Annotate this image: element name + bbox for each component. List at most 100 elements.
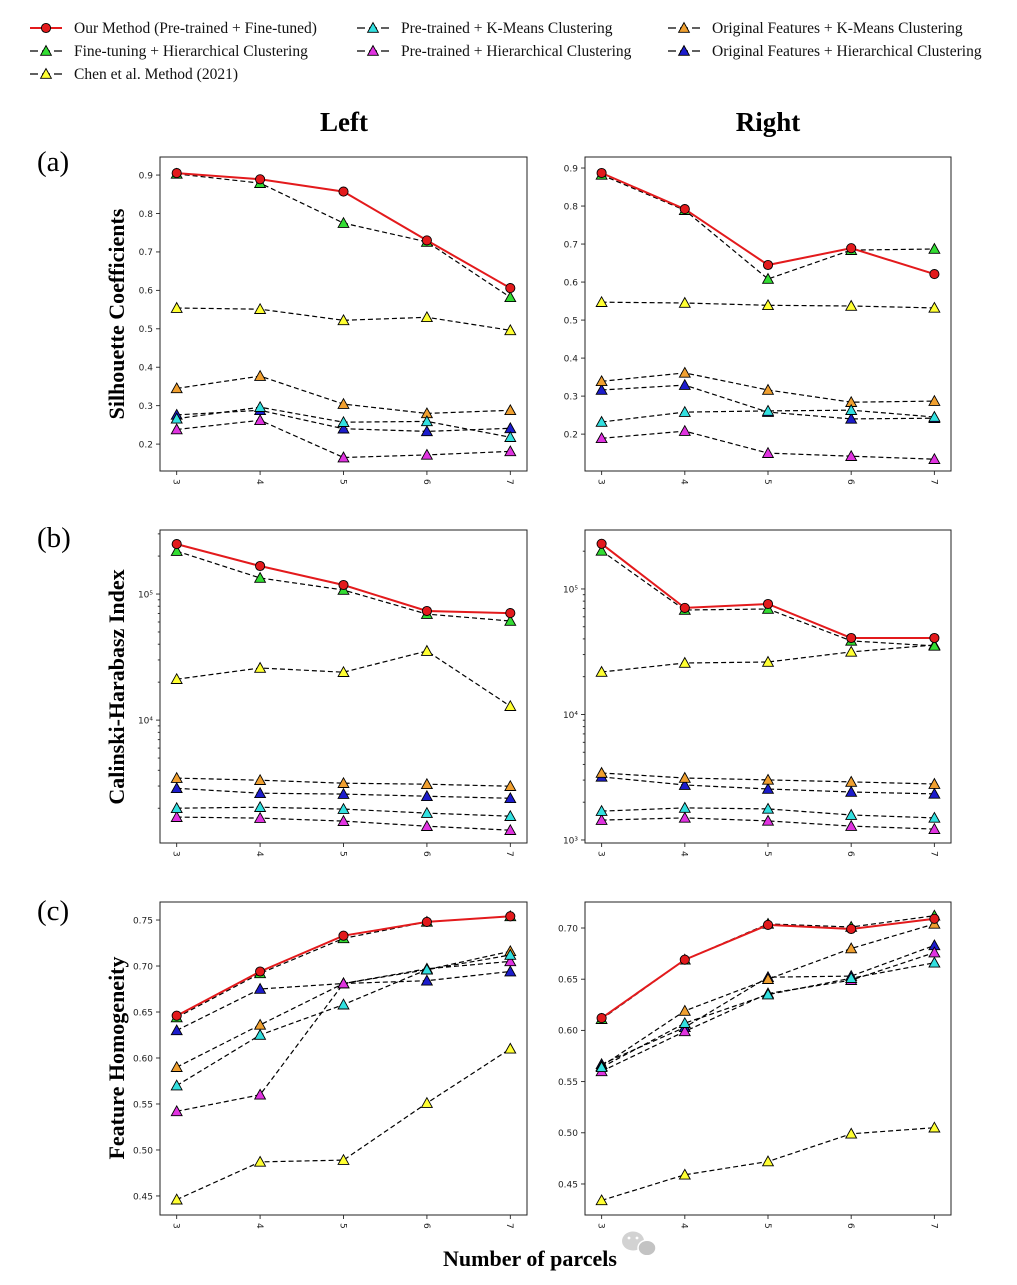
legend-label: Original Features + K-Means Clustering	[712, 20, 963, 37]
point-our-method-pre-trained-fine-tuned-x4	[255, 966, 266, 977]
legend-label: Pre-trained + K-Means Clustering	[401, 20, 613, 37]
legend-item-fine-tuning-hierarchical-clustering: Fine-tuning + Hierarchical Clustering	[30, 43, 308, 60]
point-pre-trained-hierarchical-clustering-x7	[504, 955, 517, 967]
point-pre-trained-hierarchical-clustering-x7	[928, 822, 941, 834]
point-pre-trained-k-means-clustering-x5	[761, 988, 775, 1000]
point-chen-et-al-method-2021-x5	[337, 313, 350, 326]
point-original-features-k-means-clustering-x4	[253, 369, 267, 381]
series-original-features-hierarchical-clustering	[595, 770, 941, 799]
x-tick-label: 3	[171, 479, 181, 485]
point-original-features-hierarchical-clustering-x6	[420, 425, 434, 437]
y-tick-label: 0.75	[133, 916, 153, 926]
legend-marker-circle	[40, 22, 52, 34]
point-our-method-pre-trained-fine-tuned-x6	[846, 243, 857, 254]
x-tick-label: 4	[679, 1223, 689, 1229]
point-chen-et-al-method-2021-x7	[504, 323, 517, 336]
point-original-features-k-means-clustering-x5	[337, 397, 350, 409]
point-original-features-k-means-clustering-x5	[761, 972, 775, 984]
point-our-method-pre-trained-fine-tuned-x5	[338, 579, 349, 591]
point-pre-trained-k-means-clustering-x7	[504, 809, 517, 821]
point-fine-tuning-hierarchical-clustering-x7	[504, 290, 517, 303]
point-original-features-hierarchical-clustering-x3	[595, 383, 608, 395]
point-original-features-hierarchical-clustering-x6	[420, 789, 434, 802]
point-our-method-pre-trained-fine-tuned-x7	[505, 608, 516, 619]
point-our-method-pre-trained-fine-tuned-x6	[421, 605, 432, 617]
point-original-features-k-means-clustering-x3	[595, 766, 608, 778]
point-our-method-pre-trained-fine-tuned-x5	[762, 259, 774, 271]
y-tick-label: 0.65	[133, 1008, 153, 1018]
y-tick-label: 0.8	[564, 202, 579, 212]
x-tick-label: 3	[595, 1223, 605, 1229]
point-original-features-k-means-clustering-x7	[504, 779, 517, 791]
y-tick-label: 0.9	[139, 171, 154, 181]
point-pre-trained-k-means-clustering-x6	[845, 403, 858, 415]
point-chen-et-al-method-2021-x6	[845, 645, 858, 657]
plots-area: Our Method (Pre-trained + Fine-tuned) Fin…	[30, 20, 982, 1229]
x-tick-label: 3	[595, 479, 605, 485]
legend-item-pre-trained-hierarchical-clustering: Pre-trained + Hierarchical Clustering	[357, 43, 632, 60]
point-pre-trained-k-means-clustering-x5	[337, 802, 350, 814]
point-pre-trained-k-means-clustering-x4	[678, 801, 691, 813]
point-pre-trained-hierarchical-clustering-x4	[678, 811, 691, 823]
point-original-features-hierarchical-clustering-x5	[337, 422, 350, 434]
legend-marker-triangle	[677, 21, 691, 33]
point-pre-trained-hierarchical-clustering-x5	[337, 814, 350, 826]
y-tick-label: 0.4	[139, 364, 154, 374]
point-our-method-pre-trained-fine-tuned-x3	[171, 539, 182, 550]
point-chen-et-al-method-2021-x6	[420, 644, 434, 656]
point-fine-tuning-hierarchical-clustering-x7	[504, 614, 517, 626]
y-tick-label: 0.70	[133, 962, 153, 972]
point-fine-tuning-hierarchical-clustering-x3	[170, 544, 183, 556]
legend-marker-triangle	[39, 44, 53, 56]
point-our-method-pre-trained-fine-tuned-x7	[929, 632, 940, 644]
point-chen-et-al-method-2021-x5	[761, 1155, 775, 1167]
x-tick-label: 4	[254, 851, 264, 857]
axes-frame	[584, 901, 952, 1216]
point-original-features-k-means-clustering-x5	[761, 773, 775, 785]
point-pre-trained-k-means-clustering-x5	[337, 998, 350, 1010]
point-pre-trained-hierarchical-clustering-x7	[504, 823, 517, 835]
point-pre-trained-hierarchical-clustering-x3	[170, 423, 183, 435]
point-pre-trained-hierarchical-clustering-x4	[253, 811, 267, 823]
series-our-method-pre-trained-fine-tuned	[171, 911, 516, 1021]
point-chen-et-al-method-2021-x5	[337, 665, 350, 677]
point-original-features-hierarchical-clustering-x6	[845, 412, 858, 424]
point-pre-trained-k-means-clustering-x4	[678, 1016, 691, 1028]
series-pre-trained-k-means-clustering	[595, 403, 941, 427]
point-our-method-pre-trained-fine-tuned-x7	[505, 911, 516, 922]
point-pre-trained-k-means-clustering-x4	[678, 405, 691, 417]
y-tick-label: 0.60	[558, 1027, 578, 1037]
point-pre-trained-hierarchical-clustering-x6	[420, 819, 434, 831]
point-original-features-k-means-clustering-x6	[845, 942, 858, 954]
point-chen-et-al-method-2021-x3	[170, 301, 183, 313]
point-chen-et-al-method-2021-x3	[595, 1194, 608, 1206]
chat-eye	[627, 1236, 631, 1240]
point-original-features-k-means-clustering-x4	[678, 771, 691, 783]
point-original-features-k-means-clustering-x5	[761, 383, 775, 395]
point-pre-trained-k-means-clustering-x6	[845, 971, 858, 983]
series-our-method-pre-trained-fine-tuned	[171, 168, 516, 294]
series-original-features-k-means-clustering	[595, 366, 941, 407]
x-tick-label: 5	[337, 1223, 347, 1229]
point-fine-tuning-hierarchical-clustering-x7	[928, 639, 941, 651]
chart-a-left: 0.2 0.3 0.4 0.5 0.6 0.7 0.8 0.9 3 4 5 6 7	[139, 156, 528, 485]
y-tick-label: 0.9	[564, 164, 579, 174]
x-tick-label: 7	[928, 479, 938, 485]
point-chen-et-al-method-2021-x5	[761, 655, 775, 667]
point-pre-trained-k-means-clustering-x7	[504, 948, 517, 960]
x-tick-label: 7	[928, 851, 938, 857]
y-tick-label: 0.7	[564, 240, 578, 250]
series-our-method-pre-trained-fine-tuned	[596, 538, 940, 644]
point-original-features-hierarchical-clustering-x6	[420, 974, 434, 986]
x-tick-label: 7	[504, 851, 514, 857]
point-pre-trained-hierarchical-clustering-x4	[678, 424, 691, 436]
x-tick-label: 7	[928, 1223, 938, 1229]
x-tick-label: 3	[171, 1223, 181, 1229]
x-tick-label: 4	[254, 1223, 264, 1229]
point-our-method-pre-trained-fine-tuned-x6	[421, 235, 432, 246]
point-pre-trained-hierarchical-clustering-x5	[337, 977, 350, 989]
legend-marker-triangle	[366, 44, 380, 56]
series-our-method-pre-trained-fine-tuned	[596, 167, 940, 280]
row-label-c: (c)	[37, 895, 69, 927]
